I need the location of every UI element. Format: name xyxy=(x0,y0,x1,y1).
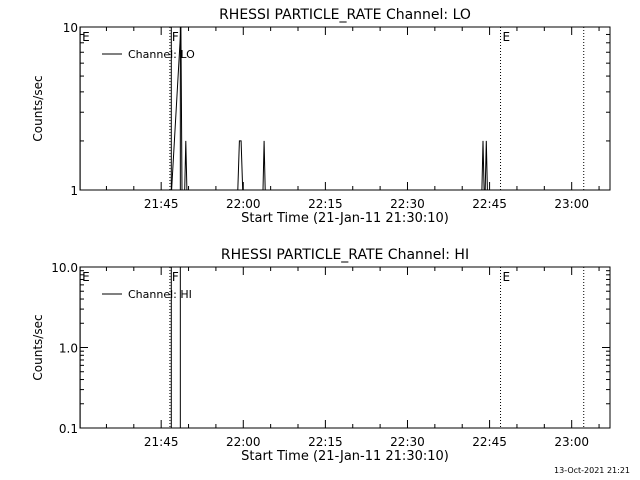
panel-1-xtick-label-1: 22:00 xyxy=(226,197,261,211)
panel-1-xtick-label-4: 22:45 xyxy=(472,197,507,211)
panel-2-marker-label-1: F xyxy=(172,270,179,284)
panel-2-ytick-label-1: 1.0 xyxy=(59,342,78,356)
panel-2-title: RHESSI PARTICLE_RATE Channel: HI xyxy=(221,247,469,263)
panel-2-xtick-label-5: 23:00 xyxy=(554,435,589,449)
footer-stamp: 13-Oct-2021 21:21 xyxy=(554,466,630,475)
panel-1-marker-label-1: F xyxy=(172,30,179,44)
panel-2-marker-label-0: E xyxy=(82,270,90,284)
panel-1-title: RHESSI PARTICLE_RATE Channel: LO xyxy=(219,7,471,23)
panel-2-xtick-label-3: 22:30 xyxy=(390,435,425,449)
panel-1-xtick-label-0: 21:45 xyxy=(144,197,179,211)
panel-2-ytick-label-0: 0.1 xyxy=(59,422,78,436)
panel-2-xtick-label-1: 22:00 xyxy=(226,435,261,449)
panel-2-xtick-label-2: 22:15 xyxy=(308,435,343,449)
panel-1-ytick-label-1: 10 xyxy=(63,21,78,35)
panel-1-series-line-0 xyxy=(171,26,488,191)
panel-1-marker-label-0: E xyxy=(82,30,90,44)
panel-1-xlabel: Start Time (21-Jan-11 21:30:10) xyxy=(241,211,449,226)
panel-2-ytick-label-2: 10.0 xyxy=(51,261,78,275)
panel-2-marker-label-4: E xyxy=(503,270,511,284)
panel-2-ylabel: Counts/sec xyxy=(31,314,45,380)
panel-1-xtick-label-3: 22:30 xyxy=(390,197,425,211)
panel-2-legend-label: Channel: HI xyxy=(128,288,192,301)
panel-2-xtick-label-0: 21:45 xyxy=(144,435,179,449)
panel-1-xtick-label-5: 23:00 xyxy=(554,197,589,211)
panel-1-ytick-label-0: 1 xyxy=(70,184,78,198)
panel-1-ylabel: Counts/sec xyxy=(31,75,45,141)
panel-1-legend-label: Channel: LO xyxy=(128,48,195,61)
panel-1-xtick-label-2: 22:15 xyxy=(308,197,343,211)
panel-1-marker-label-4: E xyxy=(503,30,511,44)
panel-2-xlabel: Start Time (21-Jan-11 21:30:10) xyxy=(241,449,449,464)
panel-2-xtick-label-4: 22:45 xyxy=(472,435,507,449)
